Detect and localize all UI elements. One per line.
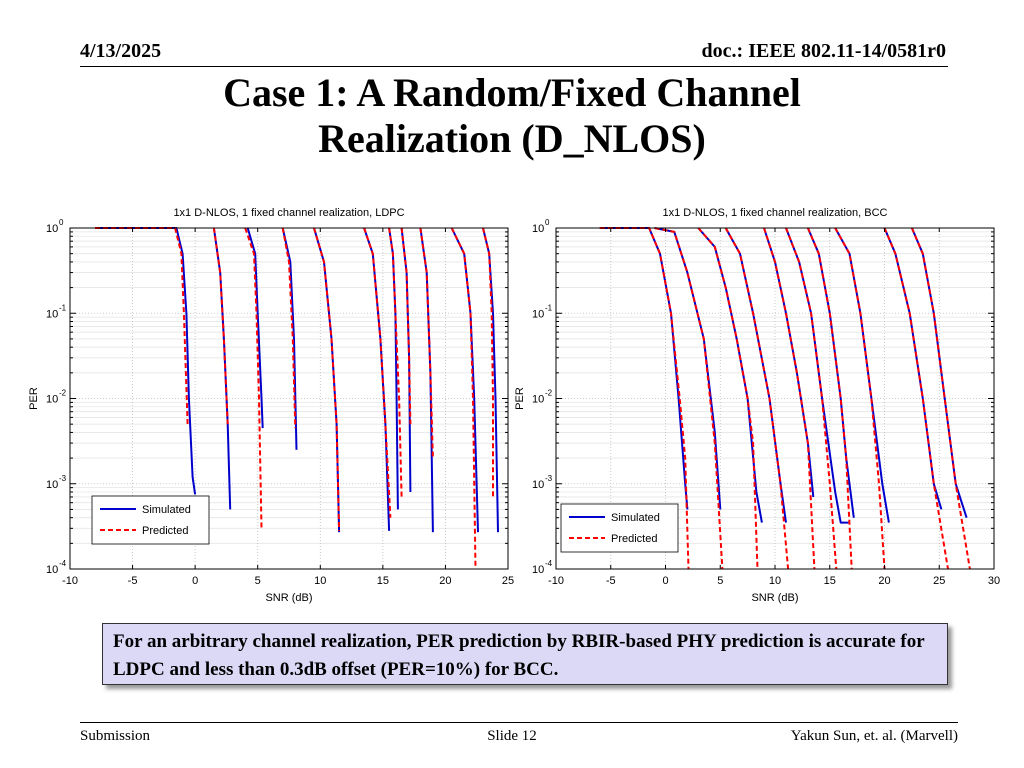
legend-simulated-label: Simulated: [611, 512, 660, 524]
simulated-curve: [246, 227, 264, 429]
predicted-curve: [95, 227, 189, 425]
ldpc-per-chart: -10 -5 0 5 10 15 20 25 10 0 10 -1 10 -2 10 -3 10 -4 1x1 D-…: [22, 198, 520, 608]
y-tick-label: 10: [46, 479, 58, 491]
y-tick-label: 10: [532, 394, 544, 406]
slide-title-line-2: Realization (D_NLOS): [318, 116, 706, 161]
y-tick-exponent: -2: [59, 389, 67, 398]
footer-slide-number: Slide 12: [487, 728, 537, 744]
y-tick-exponent: -1: [59, 303, 67, 312]
y-tick-label: 10: [532, 308, 544, 320]
y-tick-exponent: -4: [545, 559, 553, 568]
predicted-curve: [281, 227, 297, 429]
predicted-curve: [724, 227, 790, 570]
y-tick-label: 10: [46, 564, 58, 576]
header-rule: [80, 66, 948, 67]
chart-title: 1x1 D-NLOS, 1 fixed channel realization,…: [663, 207, 888, 219]
y-tick-label: 10: [532, 223, 544, 235]
x-tick-label: 0: [662, 575, 668, 587]
legend-predicted-label: Predicted: [611, 533, 657, 545]
y-tick-label: 10: [532, 479, 544, 491]
predicted-curve: [697, 227, 759, 570]
predicted-curve: [910, 227, 971, 570]
y-tick-exponent: -2: [545, 389, 553, 398]
y-tick-label: 10: [46, 394, 58, 406]
slide-title: Case 1: A Random/Fixed Channel Realizati…: [0, 70, 1024, 162]
x-tick-label: -5: [128, 575, 138, 587]
y-axis-label: PER: [28, 387, 40, 410]
document-id: doc.: IEEE 802.11-14/0581r0: [701, 40, 946, 62]
y-tick-exponent: -1: [545, 303, 553, 312]
predicted-curve: [763, 227, 816, 570]
y-tick-exponent: -3: [545, 474, 553, 483]
slide-date: 4/13/2025: [80, 40, 162, 62]
chart-title: 1x1 D-NLOS, 1 fixed channel realization,…: [173, 207, 404, 219]
x-tick-label: 15: [377, 575, 389, 587]
x-tick-label: 30: [988, 575, 1000, 587]
predicted-curve: [654, 227, 724, 570]
y-tick-exponent: 0: [545, 218, 550, 227]
chart-svg: -10 -5 0 5 10 15 20 25 3010010-110-210-310-41x1 …: [514, 207, 1000, 604]
legend-predicted-label: Predicted: [142, 525, 188, 537]
x-tick-label: 5: [717, 575, 723, 587]
footer-authors: Yakun Sun, et. al. (Marvell): [790, 728, 958, 744]
predicted-curve: [883, 227, 949, 570]
predicted-curve: [212, 227, 229, 425]
y-tick-exponent: 0: [59, 218, 64, 227]
bcc-per-chart: -10 -5 0 5 10 15 20 25 30 10 0 10 -1 10 -2 10 -3 10 -4 1x1 …: [508, 198, 1006, 608]
conclusion-note: For an arbitrary channel realization, PE…: [102, 623, 948, 685]
x-tick-label: 25: [933, 575, 945, 587]
footer-rule: [80, 722, 958, 723]
y-tick-label: 10: [46, 308, 58, 320]
x-axis-label: SNR (dB): [265, 592, 312, 604]
x-tick-label: -5: [606, 575, 616, 587]
y-tick-exponent: -4: [59, 559, 67, 568]
x-tick-label: 10: [314, 575, 326, 587]
x-tick-label: 20: [439, 575, 451, 587]
legend-box: [560, 503, 679, 553]
x-tick-label: 10: [769, 575, 781, 587]
predicted-curve: [806, 227, 853, 570]
predicted-curve: [450, 227, 477, 570]
x-tick-label: 20: [878, 575, 890, 587]
predicted-curve: [482, 227, 494, 497]
predicted-curve: [363, 227, 392, 518]
y-axis-label: PER: [514, 387, 526, 410]
predicted-curve: [244, 227, 263, 529]
x-tick-label: -10: [62, 575, 78, 587]
simulated-curve: [212, 227, 232, 510]
simulated-curve: [419, 227, 434, 533]
predicted-curve: [834, 227, 886, 570]
predicted-curve: [419, 227, 434, 459]
predicted-curve: [313, 227, 341, 531]
y-tick-label: 10: [46, 223, 58, 235]
predicted-curve: [785, 227, 838, 570]
simulated-curve: [400, 227, 412, 493]
legend-simulated-label: Simulated: [142, 504, 191, 516]
predicted-curve: [400, 227, 412, 425]
slide-title-line-1: Case 1: A Random/Fixed Channel: [223, 70, 801, 115]
x-tick-label: 15: [824, 575, 836, 587]
footer-submission: Submission: [80, 728, 151, 744]
y-tick-label: 10: [532, 564, 544, 576]
x-tick-label: -10: [548, 575, 564, 587]
predicted-curve: [388, 227, 403, 498]
x-tick-label: 5: [255, 575, 261, 587]
x-axis-label: SNR (dB): [751, 592, 798, 604]
y-tick-exponent: -3: [59, 474, 67, 483]
x-tick-label: 0: [192, 575, 198, 587]
x-tick-label: 25: [502, 575, 514, 587]
legend-box: [91, 495, 210, 545]
